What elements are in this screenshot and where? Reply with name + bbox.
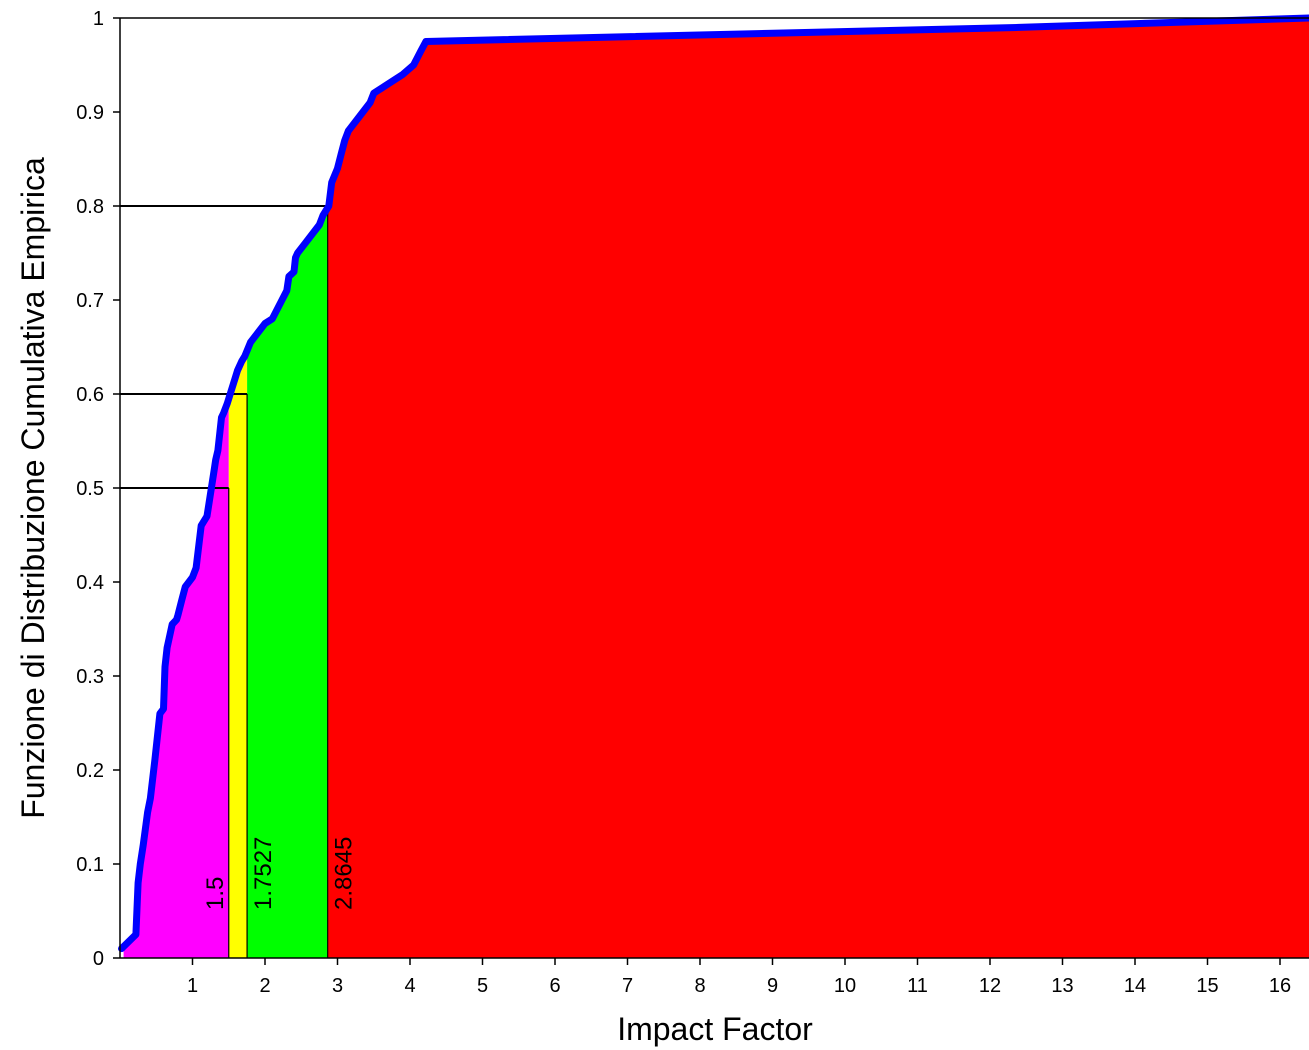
x-tick-label: 8 bbox=[694, 975, 705, 997]
x-tick-label: 15 bbox=[1196, 975, 1218, 997]
quantile-regions bbox=[123, 18, 1309, 959]
ecdf-series bbox=[118, 14, 1309, 953]
x-tick-label: 12 bbox=[979, 975, 1001, 997]
y-tick-label: 0 bbox=[93, 948, 104, 970]
x-tick-label: 7 bbox=[622, 975, 633, 997]
x-tick-label: 1 bbox=[187, 975, 198, 997]
y-tick-label: 0.6 bbox=[76, 384, 104, 406]
x-axis-title: Impact Factor bbox=[617, 1011, 813, 1047]
quantile-label: 1.5 bbox=[202, 877, 229, 910]
x-tick-label: 3 bbox=[332, 975, 343, 997]
y-tick-label: 0.8 bbox=[76, 196, 104, 218]
ecdf-curve bbox=[118, 14, 1309, 953]
quantile-label: 1.7527 bbox=[250, 837, 277, 910]
quantile-labels: 1.5 1.7527 2.8645 bbox=[202, 837, 358, 910]
x-tick-label: 13 bbox=[1051, 975, 1073, 997]
region-3 bbox=[247, 207, 328, 959]
x-tick-label: 9 bbox=[767, 975, 778, 997]
y-tick-label: 0.1 bbox=[76, 854, 104, 876]
x-axis-ticks: 1 2 3 4 5 6 7 8 9 10 11 12 13 14 15 16 bbox=[187, 958, 1291, 997]
x-tick-label: 2 bbox=[259, 975, 270, 997]
y-tick-label: 0.9 bbox=[76, 102, 104, 124]
region-2 bbox=[228, 350, 248, 959]
y-tick-label: 0.5 bbox=[76, 478, 104, 500]
y-tick-label: 0.7 bbox=[76, 290, 104, 312]
x-tick-label: 4 bbox=[404, 975, 415, 997]
x-tick-label: 6 bbox=[549, 975, 560, 997]
x-tick-label: 14 bbox=[1124, 975, 1146, 997]
y-axis-title: Funzione di Distribuzione Cumulativa Emp… bbox=[15, 157, 51, 819]
quantile-level-lines bbox=[120, 205, 329, 958]
region-4 bbox=[327, 18, 1309, 958]
x-tick-label: 16 bbox=[1269, 975, 1291, 997]
y-tick-label: 1 bbox=[93, 8, 104, 30]
x-tick-label: 5 bbox=[477, 975, 488, 997]
x-tick-label: 11 bbox=[907, 975, 928, 997]
y-tick-label: 0.3 bbox=[76, 666, 104, 688]
y-tick-label: 0.2 bbox=[76, 760, 104, 782]
x-tick-label: 10 bbox=[834, 975, 856, 997]
quantile-label: 2.8645 bbox=[331, 837, 358, 910]
y-tick-label: 0.4 bbox=[76, 572, 104, 594]
y-axis-ticks: 0 0.1 0.2 0.3 0.4 0.5 0.6 0.7 0.8 0.9 1 bbox=[76, 8, 120, 970]
